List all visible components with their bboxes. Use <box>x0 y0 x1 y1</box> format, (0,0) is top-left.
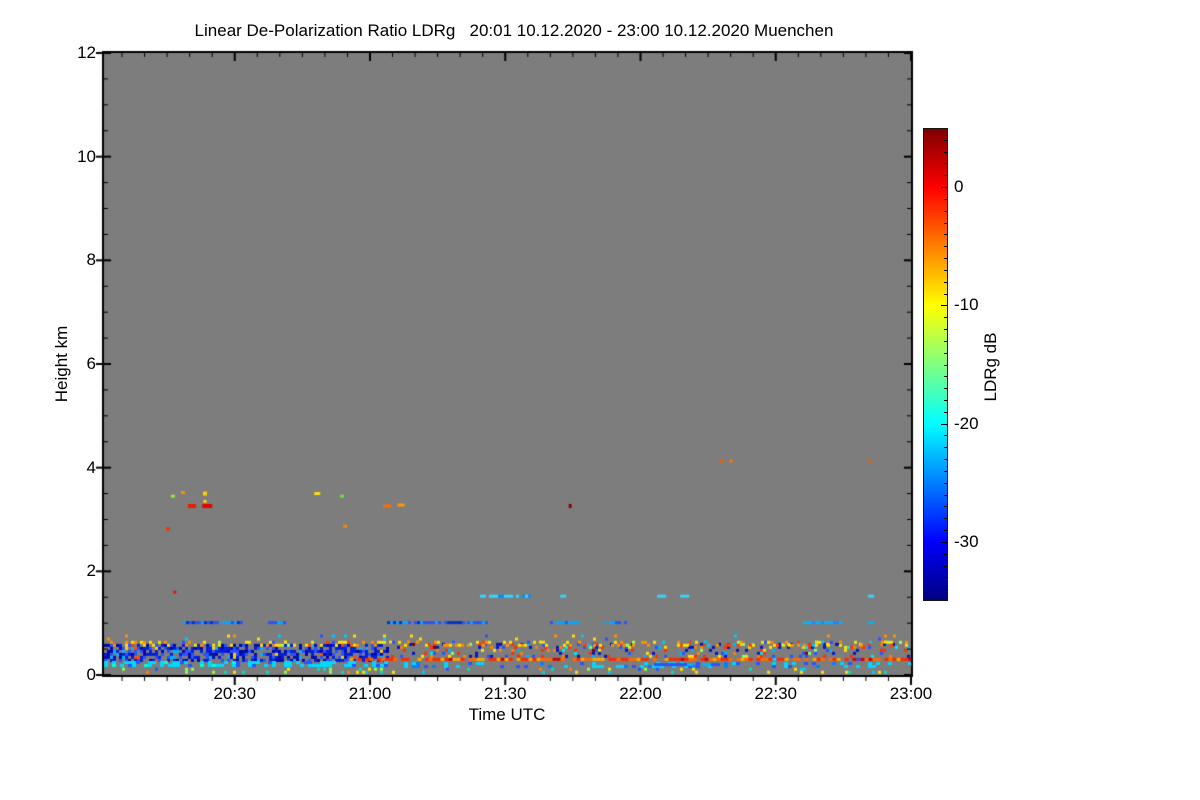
colorbar-title: LDRg dB <box>981 332 1000 402</box>
colorbar-tick-label: -10 <box>954 295 979 315</box>
y-tick-label: 2 <box>86 561 96 581</box>
colorbar-tick <box>944 246 947 248</box>
colorbar-tick <box>944 589 947 591</box>
colorbar-tick <box>944 482 947 484</box>
colorbar-tick <box>941 305 947 307</box>
x-tick-label: 22:00 <box>619 684 662 703</box>
colorbar-tick <box>944 281 947 283</box>
x-tick-label: 21:30 <box>483 684 527 703</box>
x-tick-label: 22:30 <box>754 684 797 703</box>
y-tick-label: 6 <box>86 354 96 373</box>
x-axis-title: Time UTC <box>468 705 546 724</box>
colorbar-tick <box>944 210 947 212</box>
y-tick-label: 10 <box>77 146 96 166</box>
colorbar-tick <box>944 139 947 141</box>
colorbar-tick <box>941 541 947 543</box>
colorbar-tick <box>944 577 947 579</box>
colorbar-tick <box>944 411 947 413</box>
x-tick-label: 23:00 <box>889 684 933 703</box>
y-tick-label: 4 <box>86 457 96 477</box>
colorbar-tick <box>944 364 947 366</box>
colorbar-tick <box>941 423 947 425</box>
colorbar-tick <box>944 518 947 520</box>
colorbar-tick <box>944 151 947 153</box>
colorbar-tick <box>944 530 947 532</box>
colorbar-tick <box>944 376 947 378</box>
colorbar-tick <box>944 269 947 271</box>
colorbar-tick <box>944 459 947 461</box>
colorbar-tick <box>944 553 947 555</box>
colorbar-tick <box>944 329 947 331</box>
colorbar-tick <box>944 163 947 165</box>
colorbar-tick-label: 0 <box>954 177 964 197</box>
colorbar-tick <box>944 506 947 508</box>
colorbar-tick <box>944 470 947 472</box>
colorbar-tick-label: -30 <box>954 531 979 551</box>
y-tick-label: 0 <box>86 665 96 684</box>
chart-title: Linear De-Polarization Ratio LDRg 20:01 … <box>194 21 834 40</box>
colorbar-tick <box>944 198 947 200</box>
colorbar-tick <box>944 435 947 437</box>
x-tick-label: 21:00 <box>348 684 392 703</box>
colorbar-tick-label: -20 <box>954 413 979 433</box>
colorbar <box>923 128 948 601</box>
colorbar-tick <box>944 175 947 177</box>
colorbar-tick <box>944 352 947 354</box>
y-tick-label: 8 <box>86 250 96 270</box>
x-tick-label: 20:30 <box>213 684 256 703</box>
colorbar-tick <box>944 565 947 567</box>
colorbar-tick <box>944 340 947 342</box>
colorbar-tick <box>944 388 947 390</box>
colorbar-tick <box>944 494 947 496</box>
colorbar-tick <box>944 293 947 295</box>
y-tick-label: 12 <box>77 43 96 62</box>
colorbar-tick <box>944 447 947 449</box>
colorbar-tick <box>944 258 947 260</box>
colorbar-tick <box>944 222 947 224</box>
colorbar-tick <box>944 399 947 401</box>
colorbar-tick <box>944 234 947 236</box>
colorbar-tick <box>944 317 947 319</box>
colorbar-tick <box>941 187 947 189</box>
